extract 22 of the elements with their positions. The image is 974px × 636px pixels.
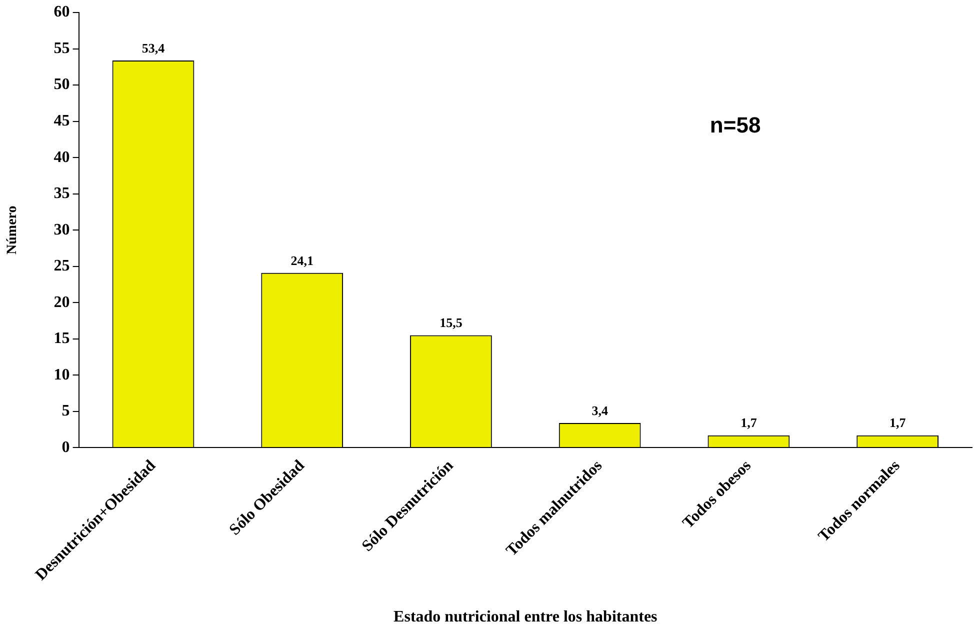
annotation: n=58 [710,112,761,138]
data-label: 3,4 [592,402,608,418]
y-axis-title: Número [5,206,20,254]
data-label: 24,1 [290,252,314,268]
data-label: 1,7 [889,415,906,430]
y-tick-label: 5 [62,402,70,420]
y-tick-label: 55 [54,40,70,57]
y-tick-label: 30 [54,221,70,238]
y-tick-label: 10 [54,366,70,384]
x-axis-title: Estado nutricional entre los habitantes [394,608,658,626]
y-tick-label: 15 [54,330,70,348]
data-label: 15,5 [440,315,463,330]
y-tick-label: 50 [54,76,70,94]
data-label: 1,7 [740,415,758,430]
y-tick-label: 25 [54,258,70,275]
data-label: 53,4 [142,40,166,56]
y-tick-label: 35 [54,185,70,202]
y-tick-label: 60 [54,4,70,21]
y-tick-label: 0 [62,438,70,456]
y-tick-label: 20 [54,294,70,311]
y-tick-label: 45 [54,112,70,130]
y-tick-label: 40 [54,148,70,166]
